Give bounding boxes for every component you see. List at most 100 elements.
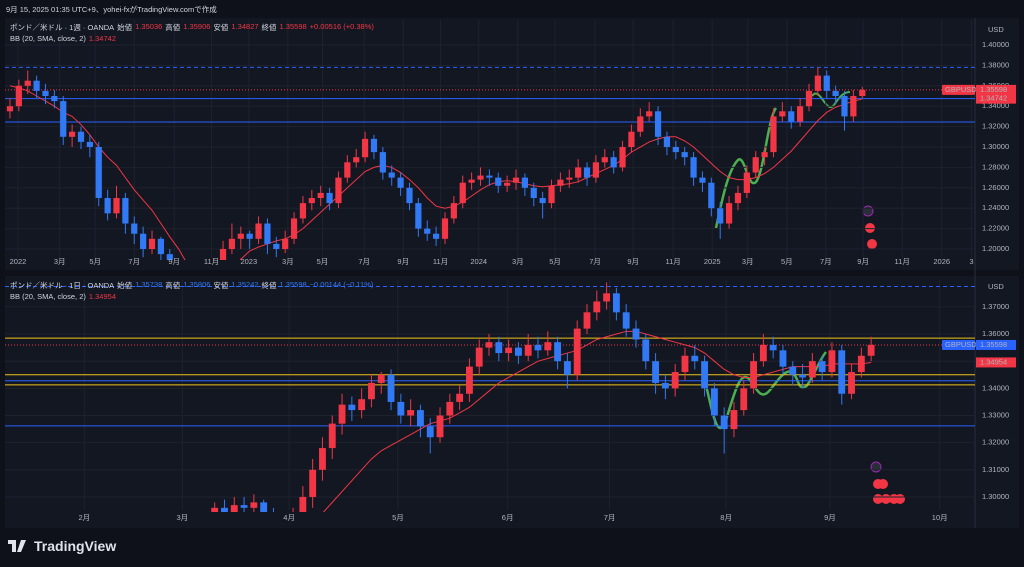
candle-body (69, 131, 76, 137)
candle-body (317, 192, 324, 199)
candle-body (708, 182, 715, 209)
y-tick-label: 1.30000 (982, 492, 1009, 501)
candle-body (230, 505, 238, 512)
candle-body (769, 344, 777, 351)
candle-body (51, 96, 58, 102)
x-tick-label: 9月 (168, 257, 180, 266)
candle-body (505, 347, 513, 354)
candle-body (575, 167, 582, 178)
candle-body (338, 404, 346, 424)
candle-body (240, 505, 248, 508)
candle-body (857, 355, 865, 373)
h-value: 1.35806 (183, 280, 211, 289)
candle-body (477, 175, 484, 180)
legend: ポンド／米ドル · 1日 · OANDA 始値 1.35738 高値 1.35806… (10, 280, 373, 291)
candle-body (397, 177, 404, 188)
candle-body (407, 410, 415, 416)
panel-2 (5, 276, 1019, 528)
x-tick-label: 3月 (54, 257, 66, 266)
candle-body (335, 177, 342, 204)
candle-body (514, 347, 522, 356)
candle-body (475, 347, 483, 367)
x-tick-label: 2月 (79, 513, 91, 522)
l-value: 1.34827 (231, 22, 259, 31)
brand-name: TradingView (34, 538, 117, 554)
candle-body (86, 141, 93, 148)
candle-body (308, 198, 315, 204)
candle-body (397, 401, 405, 416)
candle-body (237, 233, 244, 239)
indicator-value: 1.34742 (88, 34, 116, 43)
candle-body (690, 157, 697, 178)
x-tick-label: 11月 (666, 257, 681, 266)
l-label: 安値 (213, 23, 229, 32)
candle-body (299, 496, 307, 512)
candle-body (148, 238, 156, 250)
candle-body (646, 111, 653, 117)
candle-body (524, 344, 532, 356)
candle-body (823, 75, 830, 91)
candle-body (848, 372, 855, 394)
candle-body (131, 223, 138, 234)
candle-body (818, 361, 826, 373)
change: −0.00144 (−0.11%) (309, 280, 374, 289)
candle-body (122, 198, 129, 224)
candle-body (592, 162, 600, 178)
candle-body (603, 293, 611, 302)
candle-body (485, 342, 493, 348)
candle-body (752, 157, 759, 173)
y-tick-label: 1.30000 (982, 142, 1009, 151)
candle-body (779, 350, 787, 367)
plot-area (5, 280, 975, 512)
candle-body (388, 172, 395, 178)
y-tick-label: 1.33000 (982, 410, 1009, 419)
legend-title: ポンド／米ドル · 1日 · OANDA (10, 281, 115, 290)
candle-body (465, 366, 473, 394)
candle-body (805, 90, 813, 107)
candle-body (796, 106, 804, 122)
candle-body (387, 374, 395, 402)
candle-body (637, 116, 644, 132)
candle-body (710, 388, 718, 416)
x-tick-label: 5月 (317, 257, 329, 266)
y-tick-label: 1.24000 (982, 203, 1009, 212)
candle-body (353, 157, 360, 163)
y-tick-label: 1.38000 (982, 60, 1009, 69)
candle-body (441, 218, 449, 239)
candle-body (299, 203, 307, 219)
candle-body (770, 116, 777, 153)
x-tick-label: 11月 (895, 257, 910, 266)
candle-body (654, 111, 662, 137)
candle-body (554, 342, 562, 362)
symbol-label: GBPUSD (945, 85, 977, 94)
candle-body (566, 177, 573, 180)
candle-body (219, 249, 227, 260)
y-tick-label: 1.34000 (982, 101, 1009, 110)
candle-body (273, 243, 280, 250)
x-tick-label: 7月 (604, 513, 616, 522)
x-tick-label: 2026 (933, 257, 950, 266)
o-value: 1.35036 (135, 22, 163, 31)
x-tick-label: 9月 (397, 257, 409, 266)
candle-body (433, 233, 440, 239)
candle-body (720, 415, 728, 430)
candle-body (326, 192, 333, 204)
candle-body (672, 147, 679, 153)
candle-body (573, 328, 581, 375)
sma-line (322, 330, 872, 512)
candle-body (459, 182, 466, 204)
x-tick-label: 5月 (392, 513, 404, 522)
sma-line (9, 85, 863, 260)
c-value: 1.35598 (279, 280, 307, 289)
x-tick-label: 2022 (10, 257, 27, 266)
x-tick-label: 11月 (204, 257, 219, 266)
candle-body (628, 131, 635, 148)
y-tick-label: 1.26000 (982, 183, 1009, 192)
currency: USD (988, 282, 1004, 291)
candle-body (548, 185, 555, 204)
candle-body (6, 106, 14, 112)
panel-1 (5, 18, 1019, 270)
x-tick-label: 2025 (704, 257, 721, 266)
candle-body (671, 372, 679, 389)
candle-body (379, 152, 386, 173)
